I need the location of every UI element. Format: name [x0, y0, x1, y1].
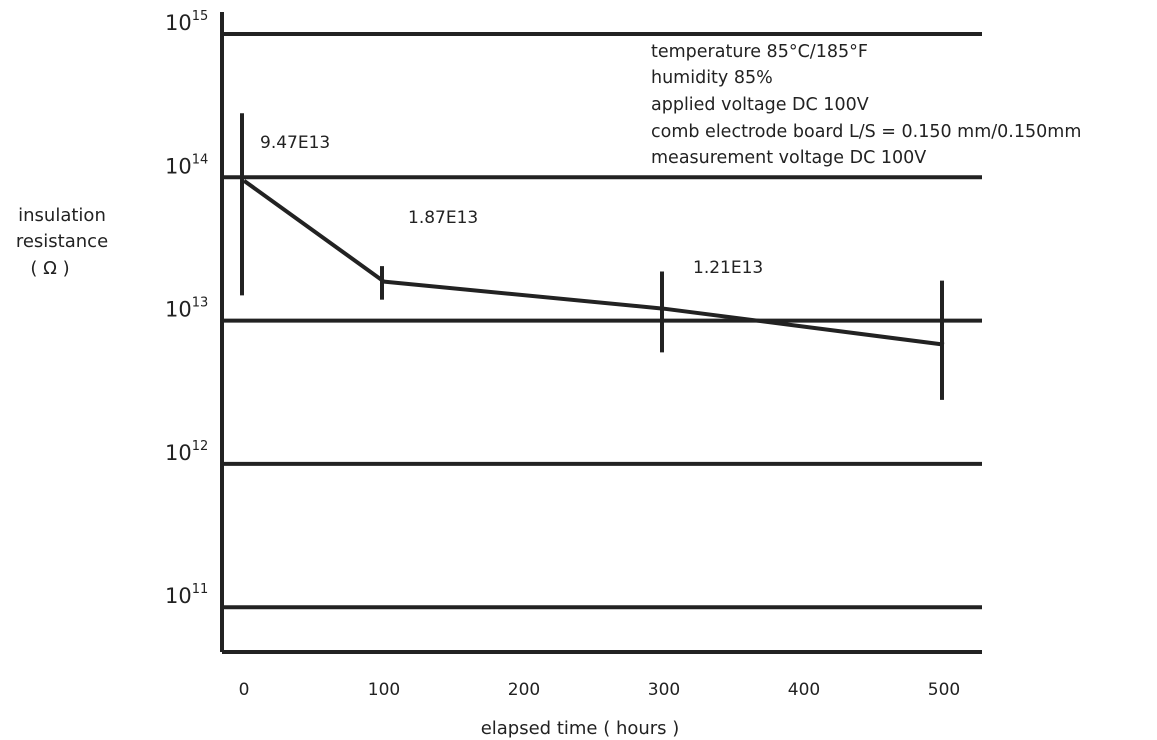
x-tick-label-4: 400 — [788, 680, 820, 700]
y-tick-base-3: 10 — [165, 441, 192, 465]
x-tick-labels: 0 100 200 300 400 500 — [239, 680, 961, 700]
condition-humidity: humidity 85% — [651, 68, 773, 88]
data-label-2: 1.21E13 — [693, 258, 763, 278]
series — [240, 113, 945, 400]
y-tick-base-0: 10 — [165, 11, 192, 35]
x-axis-title: elapsed time ( hours ) — [481, 718, 680, 739]
x-tick-label-0: 0 — [239, 680, 250, 700]
y-tick-base-2: 10 — [165, 298, 192, 322]
y-tick-label-4: 1011 — [165, 582, 208, 608]
y-tick-base-1: 10 — [165, 154, 192, 178]
axes — [220, 12, 982, 654]
y-tick-label-1: 1014 — [165, 152, 208, 178]
y-axis-title-line-3: ( Ω ) — [30, 258, 69, 279]
y-tick-label-0: 1015 — [165, 9, 208, 35]
x-tick-label-5: 500 — [928, 680, 960, 700]
data-label-1: 1.87E13 — [408, 208, 478, 228]
y-tick-exp-0: 15 — [192, 9, 209, 24]
y-tick-label-2: 1013 — [165, 296, 208, 322]
y-tick-base-4: 10 — [165, 584, 192, 608]
condition-applied-voltage: applied voltage DC 100V — [651, 95, 869, 115]
y-tick-exp-3: 12 — [192, 439, 209, 454]
x-tick-label-3: 300 — [648, 680, 680, 700]
gridlines — [222, 32, 982, 610]
condition-measurement-voltage: measurement voltage DC 100V — [651, 148, 926, 168]
y-tick-exp-2: 13 — [192, 296, 209, 311]
data-label-0: 9.47E13 — [260, 133, 330, 153]
data-labels: 9.47E13 1.87E13 1.21E13 — [260, 133, 763, 278]
y-axis-title-line-1: insulation — [18, 205, 106, 226]
y-tick-exp-1: 14 — [192, 152, 209, 167]
x-tick-label-1: 100 — [368, 680, 400, 700]
series-line-0 — [242, 179, 945, 347]
y-tick-exp-4: 11 — [192, 582, 209, 597]
x-tick-label-2: 200 — [508, 680, 540, 700]
y-tick-label-3: 1012 — [165, 439, 208, 465]
y-axis-title-line-2: resistance — [16, 231, 108, 252]
condition-temperature: temperature 85°C/185°F — [651, 42, 868, 62]
condition-comb-electrode: comb electrode board L/S = 0.150 mm/0.15… — [651, 122, 1081, 142]
test-conditions: temperature 85°C/185°F humidity 85% appl… — [651, 42, 1081, 168]
